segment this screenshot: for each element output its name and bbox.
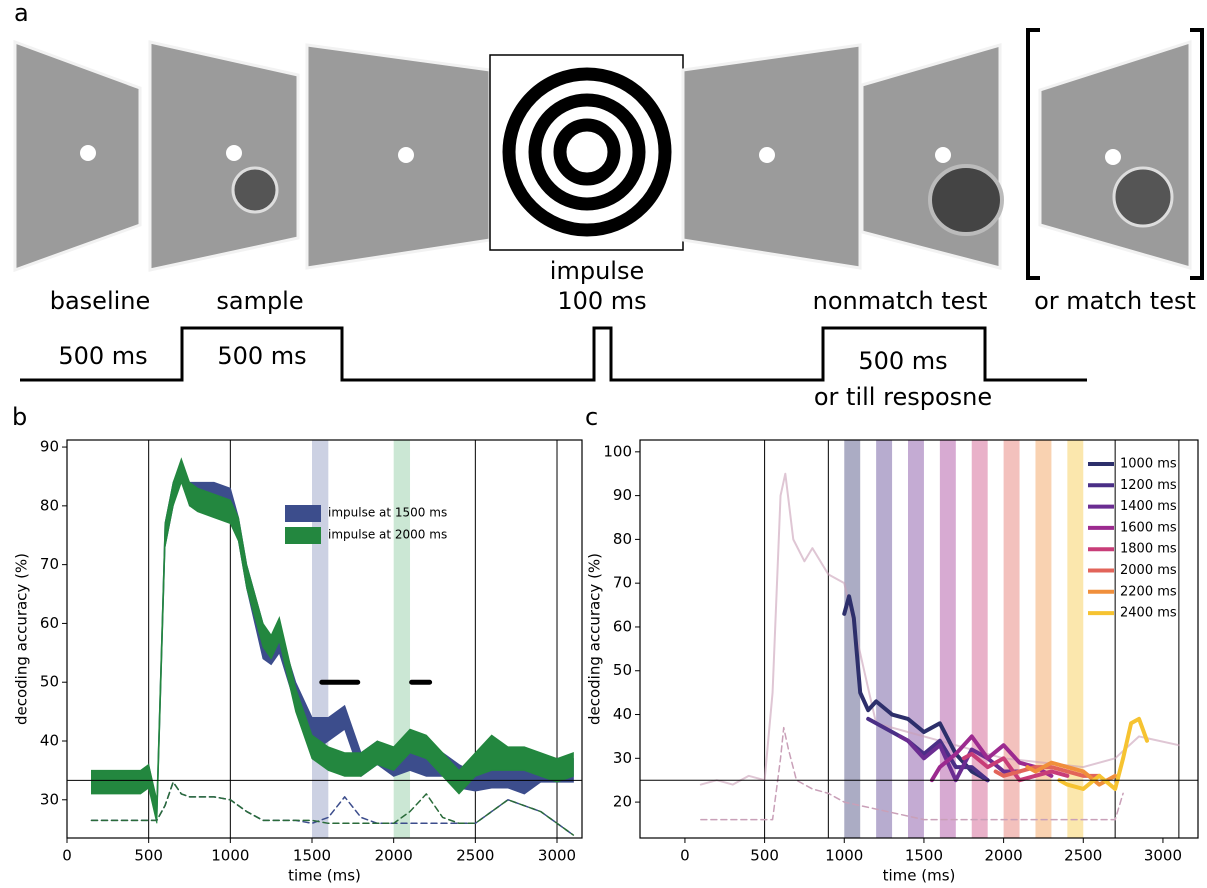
legend-swatch [285, 505, 321, 522]
x-tick-label: 2000 [985, 847, 1023, 865]
x-tick-label: 2500 [1064, 847, 1102, 865]
legend-label: 1600 ms [1120, 520, 1177, 535]
impulse-span [312, 440, 328, 838]
x-tick-label: 1000 [211, 847, 249, 865]
impulse-span [1035, 440, 1051, 838]
legend-label: impulse at 1500 ms [328, 506, 447, 520]
panel-label: c [585, 403, 598, 431]
panel-a: a baseline sample impulse 100 ms nonmatc… [14, 0, 1202, 411]
duration-label: 500 ms [858, 347, 947, 375]
impulse-span [394, 440, 410, 838]
y-tick-label: 40 [40, 731, 59, 749]
legend-label: 2200 ms [1120, 584, 1177, 599]
y-tick-label: 50 [40, 673, 59, 691]
screen [862, 45, 1000, 268]
x-tick-label: 3000 [538, 847, 576, 865]
x-tick-label: 1000 [825, 847, 863, 865]
duration-label: 500 ms [217, 342, 306, 370]
screen [15, 42, 140, 270]
stage-label: baseline [50, 287, 151, 315]
legend-label: 2000 ms [1120, 563, 1177, 578]
impulse-frame [490, 55, 683, 250]
y-tick-label: 90 [613, 486, 632, 504]
y-tick-label: 100 [603, 442, 632, 460]
y-tick-label: 60 [613, 617, 632, 635]
panel-label: b [12, 403, 27, 431]
legend-swatch [285, 527, 321, 544]
impulse-span [1067, 440, 1083, 838]
y-tick-label: 90 [40, 438, 59, 456]
y-tick-label: 30 [40, 790, 59, 808]
y-axis-title: decoding accuracy (%) [586, 553, 604, 725]
stage-label: sample [216, 287, 303, 315]
duration-label: 500 ms [58, 342, 147, 370]
x-tick-label: 3000 [1144, 847, 1182, 865]
impulse-span [876, 440, 892, 838]
y-tick-label: 50 [613, 661, 632, 679]
legend-label: 1000 ms [1120, 457, 1177, 472]
y-tick-label: 40 [613, 705, 632, 723]
stage-label: or match test [1034, 287, 1196, 315]
panel-label: a [14, 0, 29, 27]
x-tick-label: 500 [750, 847, 779, 865]
x-tick-label: 2500 [456, 847, 494, 865]
legend-label: impulse at 2000 ms [328, 528, 447, 542]
legend-label: 1400 ms [1120, 499, 1177, 514]
x-tick-label: 500 [134, 847, 163, 865]
y-tick-label: 70 [40, 555, 59, 573]
dashed-line [92, 782, 574, 835]
duration-label: or till resposne [814, 383, 992, 411]
x-axis-title: time (ms) [883, 867, 956, 885]
screen [150, 42, 298, 270]
legend-label: 2400 ms [1120, 606, 1177, 621]
legend-label: 1800 ms [1120, 542, 1177, 557]
y-tick-label: 70 [613, 574, 632, 592]
x-tick-label: 0 [680, 847, 690, 865]
y-tick-label: 30 [613, 749, 632, 767]
y-tick-label: 80 [40, 496, 59, 514]
stage-label: 100 ms [557, 287, 646, 315]
x-tick-label: 1500 [293, 847, 331, 865]
stimulus [233, 168, 277, 212]
x-axis-title: time (ms) [288, 867, 361, 885]
y-tick-label: 80 [613, 530, 632, 548]
y-tick-label: 20 [613, 793, 632, 811]
dashed-line [92, 782, 574, 835]
y-tick-label: 60 [40, 614, 59, 632]
y-axis-title: decoding accuracy (%) [13, 553, 31, 725]
stage-label: impulse [550, 257, 644, 285]
stimulus [1114, 168, 1172, 226]
x-tick-label: 2000 [375, 847, 413, 865]
stage-label: nonmatch test [813, 287, 988, 315]
x-tick-label: 1500 [905, 847, 943, 865]
legend-label: 1200 ms [1120, 478, 1177, 493]
stimulus [930, 166, 1002, 234]
x-tick-label: 0 [62, 847, 72, 865]
figure: a baseline sample impulse 100 ms nonmatc… [0, 0, 1207, 888]
impulse-span [908, 440, 924, 838]
